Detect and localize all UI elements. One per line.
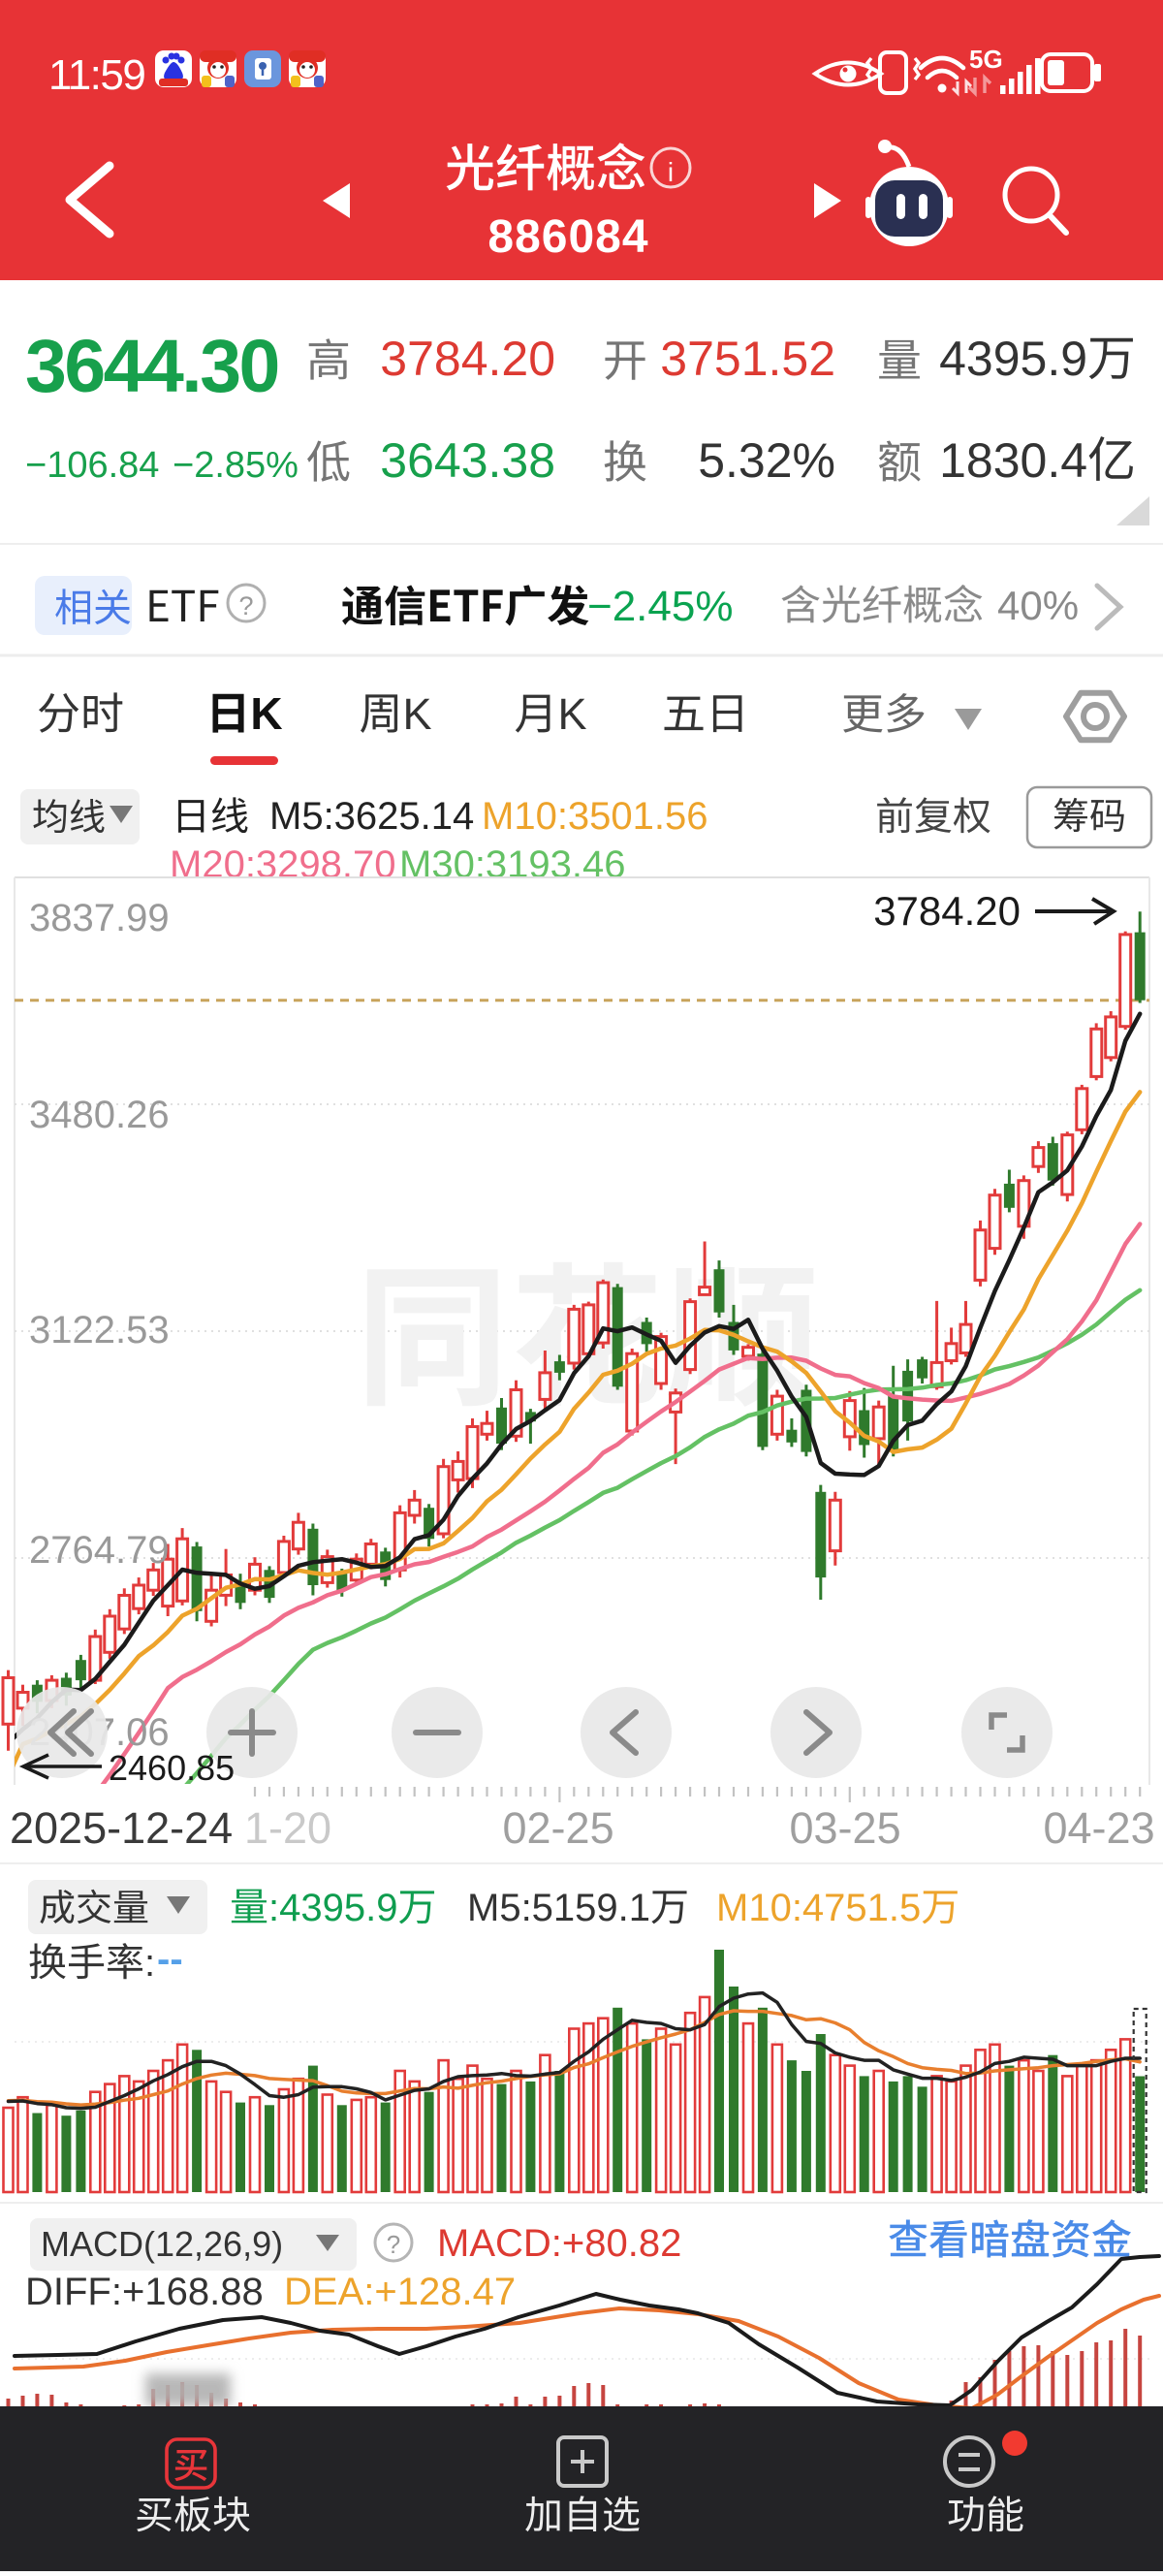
svg-text:1-20: 1-20 — [244, 1803, 331, 1853]
svg-text:02-25: 02-25 — [503, 1803, 614, 1853]
svg-text:886084: 886084 — [487, 211, 648, 263]
svg-text:3480.26: 3480.26 — [29, 1094, 170, 1136]
svg-text:2460.85: 2460.85 — [109, 1748, 235, 1788]
svg-text:M5:5159.1: M5:5159.1 — [467, 1887, 650, 1929]
svg-text:3837.99: 3837.99 — [29, 897, 170, 939]
svg-text:3784.20: 3784.20 — [873, 888, 1021, 934]
svg-text:40%: 40% — [997, 583, 1079, 628]
svg-text:4395.9: 4395.9 — [939, 332, 1087, 386]
svg-text:DEA:+128.47: DEA:+128.47 — [284, 2271, 516, 2313]
svg-text:5.32%: 5.32% — [698, 433, 835, 488]
svg-text:11:59: 11:59 — [48, 51, 144, 99]
svg-text:04-23: 04-23 — [1044, 1803, 1155, 1853]
svg-text:MACD(12,26,9): MACD(12,26,9) — [41, 2224, 283, 2264]
svg-text:2764.79: 2764.79 — [29, 1529, 170, 1572]
svg-text:M5:3625.14: M5:3625.14 — [269, 795, 474, 838]
svg-text:--: -- — [157, 1938, 183, 1981]
svg-text:3122.53: 3122.53 — [29, 1309, 170, 1352]
svg-text:−2.45%: −2.45% — [587, 583, 733, 630]
svg-text:M10:4751.5: M10:4751.5 — [716, 1887, 921, 1929]
svg-text:5G: 5G — [969, 45, 1003, 74]
svg-text:?: ? — [387, 2230, 400, 2259]
svg-text:1830.4: 1830.4 — [939, 433, 1087, 488]
svg-text:K: K — [558, 689, 587, 739]
svg-text:M10:3501.56: M10:3501.56 — [482, 795, 708, 838]
svg-text::4395.9: :4395.9 — [268, 1887, 397, 1929]
svg-text:−2.85%: −2.85% — [173, 445, 299, 486]
svg-text:?: ? — [239, 591, 254, 620]
svg-text:3644.30: 3644.30 — [25, 325, 278, 408]
svg-text:K: K — [403, 689, 432, 739]
svg-text:−106.84: −106.84 — [25, 445, 159, 486]
svg-text:M30:3193.46: M30:3193.46 — [399, 843, 626, 886]
svg-text:K: K — [250, 688, 282, 739]
svg-text:MACD:+80.82: MACD:+80.82 — [437, 2222, 681, 2265]
svg-text::: : — [144, 1942, 155, 1985]
svg-text:3643.38: 3643.38 — [380, 433, 555, 488]
svg-text:3784.20: 3784.20 — [380, 332, 555, 386]
svg-text:DIFF:+168.88: DIFF:+168.88 — [25, 2271, 264, 2313]
svg-text:03-25: 03-25 — [790, 1803, 901, 1853]
svg-text:3751.52: 3751.52 — [660, 332, 835, 386]
svg-text:i: i — [668, 157, 674, 187]
svg-text:M20:3298.70: M20:3298.70 — [170, 843, 396, 886]
svg-text:2025-12-24: 2025-12-24 — [10, 1803, 233, 1853]
